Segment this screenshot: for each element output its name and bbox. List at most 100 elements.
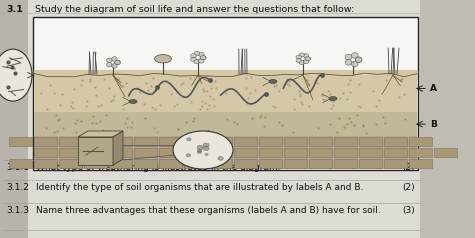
- Point: [206, 94, 214, 98]
- Point: [198, 99, 206, 103]
- Ellipse shape: [106, 62, 112, 67]
- Ellipse shape: [198, 151, 201, 154]
- Point: [243, 102, 251, 105]
- Point: [314, 81, 321, 85]
- Bar: [334, 148, 357, 157]
- Point: [199, 87, 206, 90]
- Point: [233, 122, 241, 126]
- Polygon shape: [113, 131, 123, 165]
- Ellipse shape: [0, 49, 32, 101]
- Ellipse shape: [112, 57, 117, 61]
- Point: [128, 120, 135, 124]
- Bar: [34, 148, 57, 157]
- Point: [198, 104, 206, 108]
- Point: [326, 93, 334, 96]
- Bar: [59, 137, 82, 146]
- Bar: [34, 112, 417, 136]
- Bar: [159, 148, 182, 157]
- Point: [55, 117, 63, 121]
- Bar: [9, 159, 32, 168]
- Ellipse shape: [303, 54, 309, 58]
- Point: [119, 107, 127, 111]
- Point: [9, 65, 16, 69]
- Ellipse shape: [200, 55, 206, 60]
- Bar: [209, 159, 232, 168]
- Point: [53, 113, 60, 117]
- Point: [290, 98, 298, 101]
- Point: [142, 81, 150, 85]
- Point: [88, 121, 96, 125]
- Point: [189, 119, 197, 123]
- Ellipse shape: [187, 138, 191, 141]
- Ellipse shape: [154, 55, 171, 63]
- Point: [344, 82, 352, 86]
- Bar: [34, 75, 417, 112]
- Ellipse shape: [129, 99, 137, 104]
- Point: [89, 114, 96, 118]
- Point: [54, 118, 62, 122]
- Point: [347, 120, 354, 124]
- Point: [92, 94, 100, 97]
- Point: [326, 122, 334, 126]
- Bar: [384, 159, 407, 168]
- Point: [37, 91, 45, 95]
- Point: [289, 130, 297, 134]
- Text: Name three advantages that these organisms (labels A and B) have for soil.: Name three advantages that these organis…: [36, 206, 381, 215]
- Point: [92, 122, 99, 125]
- Point: [351, 123, 358, 127]
- Text: What type of weathering is illustrated in the diagram.: What type of weathering is illustrated i…: [36, 163, 281, 172]
- Point: [86, 79, 94, 83]
- Point: [375, 98, 382, 102]
- Point: [318, 73, 325, 76]
- Ellipse shape: [345, 60, 352, 65]
- Point: [275, 120, 283, 124]
- Point: [177, 82, 185, 85]
- Point: [187, 76, 194, 80]
- Point: [97, 103, 104, 107]
- Point: [46, 84, 53, 87]
- Bar: [384, 137, 407, 146]
- Bar: [134, 137, 157, 146]
- Point: [74, 118, 81, 122]
- Point: [320, 97, 327, 101]
- Point: [203, 89, 211, 93]
- Bar: [184, 159, 207, 168]
- Bar: [409, 159, 432, 168]
- Bar: [34, 137, 57, 146]
- Point: [86, 77, 94, 81]
- Text: 3.1.3: 3.1.3: [6, 206, 29, 215]
- Point: [96, 119, 104, 123]
- Point: [271, 105, 279, 109]
- Point: [303, 78, 311, 81]
- Bar: [34, 159, 57, 168]
- Ellipse shape: [218, 157, 223, 160]
- Point: [119, 84, 127, 88]
- Ellipse shape: [198, 149, 202, 152]
- Point: [82, 104, 90, 108]
- Ellipse shape: [190, 54, 196, 58]
- Point: [68, 100, 76, 104]
- Point: [213, 86, 220, 90]
- Point: [173, 90, 180, 94]
- Bar: [309, 148, 332, 157]
- Point: [400, 92, 408, 96]
- Point: [304, 82, 312, 86]
- Point: [355, 82, 363, 85]
- Point: [182, 120, 190, 124]
- Point: [395, 95, 402, 99]
- Point: [174, 127, 182, 131]
- Point: [51, 91, 58, 95]
- Bar: [184, 148, 207, 157]
- Ellipse shape: [355, 57, 362, 63]
- Point: [205, 103, 213, 107]
- Point: [77, 119, 85, 123]
- Bar: [33, 17, 418, 170]
- Point: [369, 89, 377, 93]
- Bar: [359, 148, 382, 157]
- Point: [206, 79, 214, 82]
- Point: [290, 107, 298, 111]
- Point: [397, 79, 405, 82]
- Bar: [434, 148, 457, 157]
- Bar: [284, 137, 307, 146]
- Ellipse shape: [203, 146, 209, 151]
